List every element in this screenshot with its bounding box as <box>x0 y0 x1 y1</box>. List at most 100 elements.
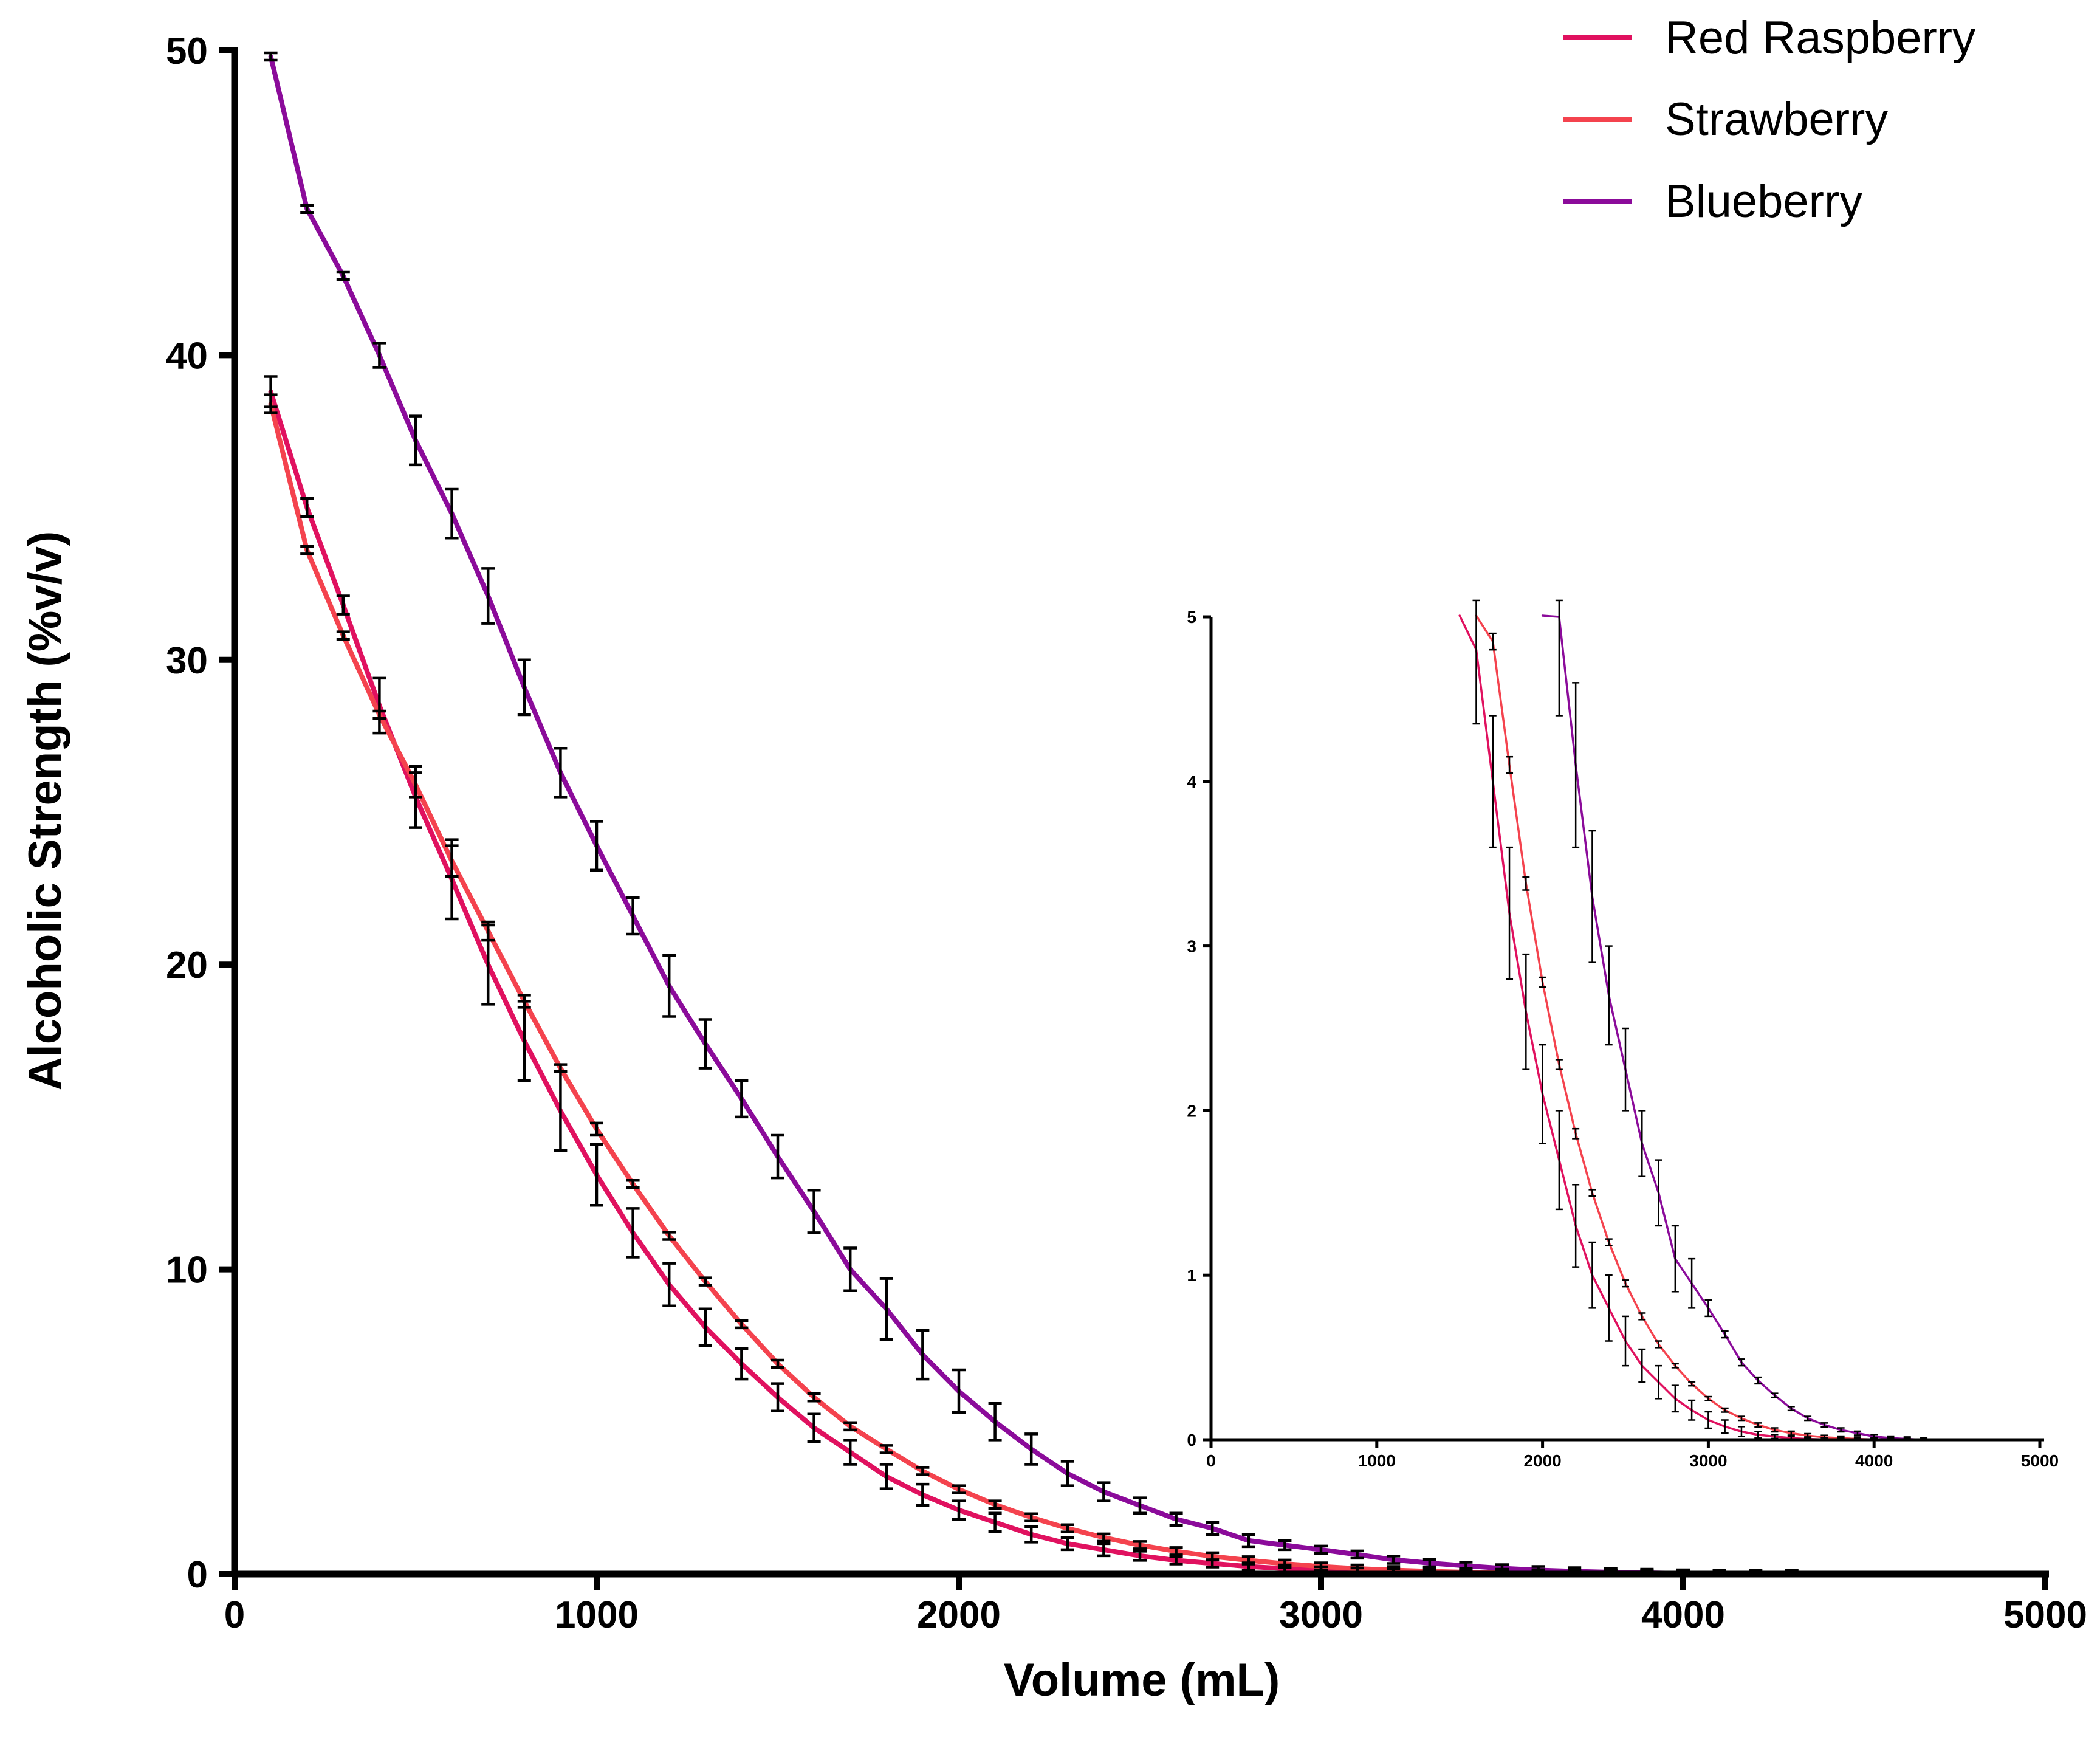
main-error-bar-strawberry <box>916 1466 930 1476</box>
main-error-bar-strawberry <box>1278 1558 1292 1569</box>
main-error-bar-red-raspberry <box>590 1143 603 1207</box>
main-error-bar-blueberry <box>409 414 422 467</box>
inset-error-bar-red-raspberry <box>1588 1241 1596 1309</box>
inset-error-bar-blueberry <box>1638 1110 1646 1177</box>
inset-error-bar-red-raspberry <box>1472 599 1480 725</box>
inset-error-bar-blueberry <box>1622 1027 1629 1112</box>
main-error-bar-blueberry <box>735 1079 749 1119</box>
inset-error-bar-red-raspberry <box>1555 1110 1563 1211</box>
x-axis-title: Volume (mL) <box>1004 1654 1280 1706</box>
main-error-bar-blueberry <box>879 1277 893 1341</box>
inset-error-bar-blueberry <box>1837 1427 1845 1433</box>
main-x-tick-label: 0 <box>224 1594 245 1636</box>
main-error-bar-blueberry <box>1097 1481 1111 1502</box>
legend-entry-red-raspberry: Red Raspberry <box>1563 12 1975 64</box>
inset-error-bar-blueberry <box>1704 1299 1712 1318</box>
main-error-bar-red-raspberry <box>843 1439 857 1466</box>
legend-label-blueberry: Blueberry <box>1665 176 1862 227</box>
main-error-bar-blueberry <box>1278 1539 1292 1552</box>
main-error-bar-blueberry <box>807 1188 821 1234</box>
main-error-bar-blueberry <box>1024 1432 1038 1466</box>
main-error-bar-blueberry <box>626 896 640 936</box>
main-y-tick-label: 20 <box>166 944 208 986</box>
inset-error-bar-strawberry <box>1737 1415 1745 1422</box>
inset-error-bar-blueberry <box>1787 1406 1795 1412</box>
main-error-bar-blueberry <box>554 746 568 799</box>
main-error-bar-blueberry <box>1459 1561 1473 1571</box>
main-error-bar-blueberry <box>1133 1496 1147 1515</box>
main-error-bar-strawberry <box>1024 1512 1038 1523</box>
inset-error-bar-red-raspberry <box>1489 715 1497 848</box>
main-x-tick-label: 1000 <box>555 1594 639 1636</box>
inset-error-bar-blueberry <box>1588 830 1596 963</box>
main-error-bar-blueberry <box>1314 1544 1328 1555</box>
main-error-bar-red-raspberry <box>1169 1555 1183 1566</box>
inset-error-bar-red-raspberry <box>1704 1411 1712 1429</box>
main-error-bar-red-raspberry <box>988 1511 1002 1533</box>
inset-error-bar-blueberry <box>1804 1415 1812 1422</box>
inset-background <box>1191 602 2054 1453</box>
main-error-bar-red-raspberry <box>807 1412 821 1443</box>
legend-label-red-raspberry: Red Raspberry <box>1665 12 1975 64</box>
main-error-bar-strawberry <box>843 1421 857 1432</box>
inset-error-bar-strawberry <box>1522 876 1530 891</box>
inset-x-tick-label: 0 <box>1206 1451 1216 1470</box>
main-error-bar-red-raspberry <box>1024 1525 1038 1544</box>
inset-error-bar-strawberry <box>1655 1340 1662 1349</box>
main-error-bar-strawberry <box>481 920 495 942</box>
main-error-bar-strawberry <box>1314 1561 1328 1572</box>
main-error-bar-red-raspberry <box>916 1482 930 1507</box>
main-error-bar-blueberry <box>336 270 350 281</box>
main-error-bar-red-raspberry <box>662 1262 676 1308</box>
inset-error-bar-blueberry <box>1605 945 1613 1046</box>
inset-error-bar-blueberry <box>1754 1376 1762 1385</box>
main-error-bar-strawberry <box>1169 1546 1183 1556</box>
inset-y-tick-label: 1 <box>1187 1266 1196 1285</box>
main-error-bar-strawberry <box>1060 1523 1074 1534</box>
inset-y-tick-label: 3 <box>1187 937 1196 956</box>
main-error-bar-red-raspberry <box>952 1499 966 1521</box>
inset-error-bar-strawberry <box>1489 632 1497 651</box>
inset-error-bar-red-raspberry <box>1638 1348 1646 1383</box>
inset-y-tick-label: 0 <box>1187 1431 1196 1449</box>
inset-x-tick-label: 1000 <box>1358 1451 1396 1470</box>
inset-error-bar-blueberry <box>1737 1358 1745 1367</box>
inset-plot: 0 1 2 3 4 5 0 1000 2000 3000 4000 5000 <box>1187 599 2059 1470</box>
main-error-bar-strawberry <box>771 1358 784 1369</box>
inset-error-bar-strawberry <box>1638 1312 1646 1321</box>
main-x-tick-label: 2000 <box>917 1594 1001 1636</box>
main-error-bar-strawberry <box>590 1121 603 1137</box>
inset-error-bar-strawberry <box>1754 1422 1762 1428</box>
main-error-bar-blueberry <box>843 1246 857 1292</box>
inset-error-bar-strawberry <box>1555 1059 1563 1070</box>
main-error-bar-blueberry <box>264 51 278 62</box>
main-y-tick-label: 50 <box>166 30 208 72</box>
main-x-tick-label: 5000 <box>2003 1594 2087 1636</box>
main-error-bar-blueberry <box>1169 1511 1183 1527</box>
inset-x-tick-label: 3000 <box>1689 1451 1727 1470</box>
main-error-bar-blueberry <box>952 1368 966 1414</box>
main-error-bar-strawberry <box>662 1231 676 1241</box>
main-error-bar-strawberry <box>988 1499 1002 1510</box>
main-y-tick-label: 10 <box>166 1250 208 1291</box>
legend: Red Raspberry Strawberry Blueberry <box>1563 12 1975 227</box>
main-error-bar-blueberry <box>300 204 314 214</box>
main-x-tick-label: 3000 <box>1279 1594 1363 1636</box>
main-error-bar-strawberry <box>807 1392 821 1403</box>
main-error-bar-strawberry <box>517 994 531 1009</box>
inset-error-bar-red-raspberry <box>1737 1426 1745 1437</box>
main-y-tick-label: 30 <box>166 640 208 682</box>
inset-error-bar-red-raspberry <box>1655 1364 1662 1400</box>
main-error-bar-red-raspberry <box>735 1347 749 1381</box>
inset-error-bar-strawberry <box>1506 755 1514 774</box>
inset-error-bar-strawberry <box>1605 1238 1613 1246</box>
main-error-bar-blueberry <box>1206 1521 1220 1536</box>
inset-y-tick-label: 5 <box>1187 608 1196 627</box>
main-error-bar-strawberry <box>952 1484 966 1494</box>
main-error-bar-blueberry <box>1350 1549 1364 1560</box>
main-error-bar-red-raspberry <box>879 1463 893 1490</box>
inset-axis-ticks: 0 1 2 3 4 5 0 1000 2000 3000 4000 5000 <box>1187 608 2059 1470</box>
main-error-bar-strawberry <box>698 1276 712 1287</box>
inset-error-bar-blueberry <box>1721 1330 1729 1339</box>
